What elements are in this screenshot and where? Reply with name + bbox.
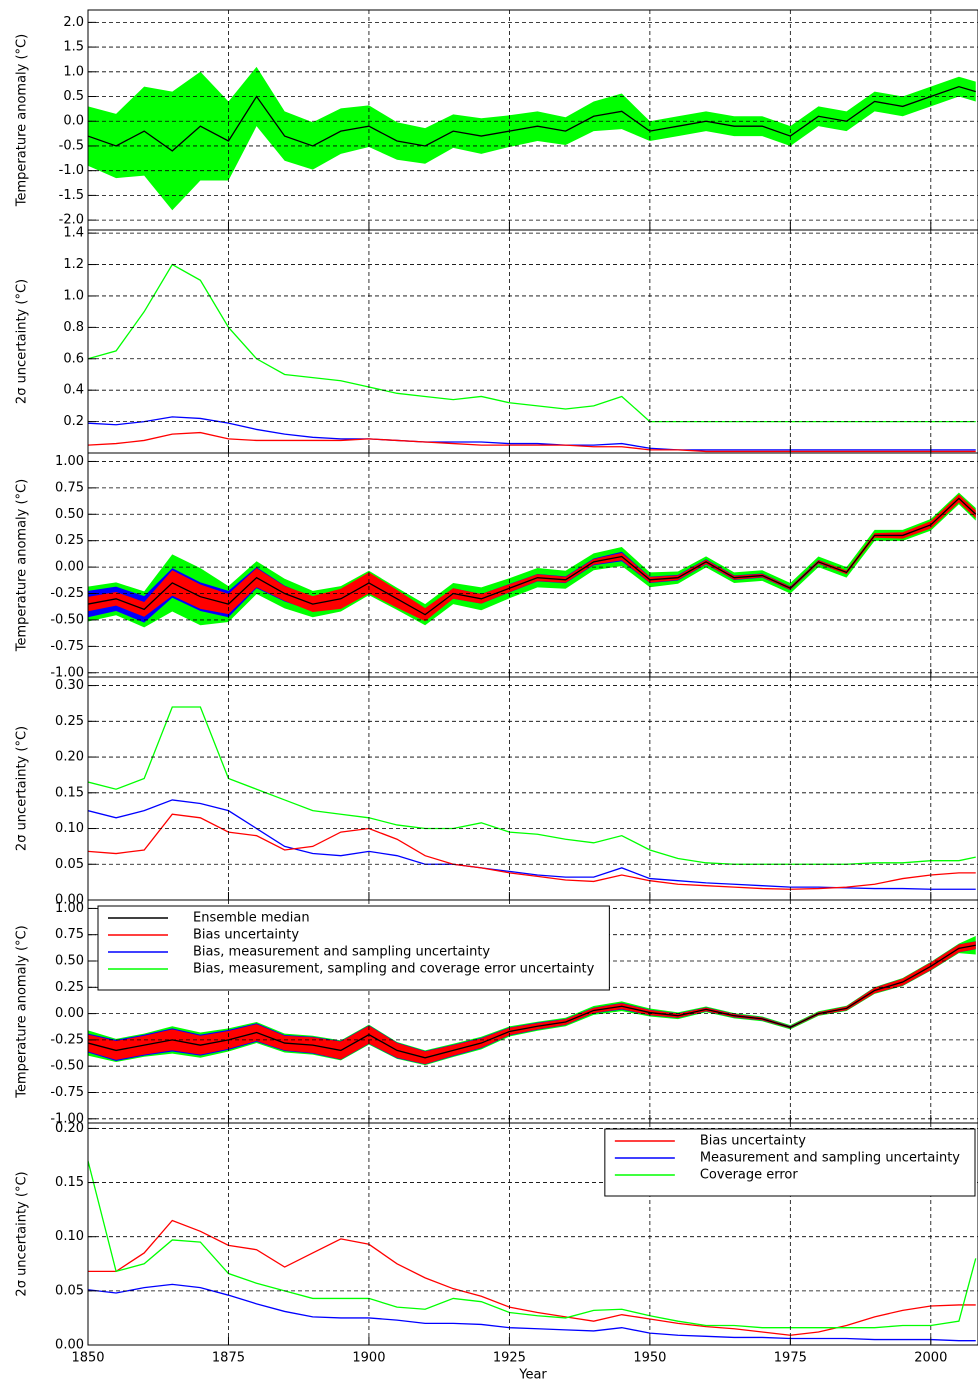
y-tick-label: -1.00: [50, 665, 84, 680]
y-tick-label: 1.00: [55, 454, 84, 469]
uncertainty-band: [88, 941, 976, 1065]
y-axis-label: Temperature anomaly (°C): [15, 479, 30, 652]
y-tick-label: 0.20: [55, 750, 84, 765]
y-tick-label: -0.75: [50, 1085, 84, 1100]
series-line: [88, 944, 976, 1059]
legend-label: Bias uncertainty: [700, 1134, 806, 1149]
axes-frame: [87, 229, 978, 454]
series-line: [88, 85, 976, 152]
y-tick-label: -1.0: [59, 163, 84, 178]
series-line: [88, 263, 976, 423]
series-line: [88, 706, 976, 865]
y-tick-label: 2.0: [63, 15, 84, 30]
y-tick-label: 0.0: [63, 114, 84, 129]
y-tick-label: 0.6: [63, 351, 84, 366]
x-tick-label: 1950: [633, 1351, 666, 1366]
plot-area: [88, 492, 977, 628]
y-tick-label: -0.5: [59, 138, 84, 153]
series-line: [88, 416, 976, 451]
y-tick-label: -1.5: [59, 188, 84, 203]
plot-area: [88, 1160, 977, 1342]
plot-area: [88, 263, 976, 453]
y-axis-label: 2σ uncertainty (°C): [15, 726, 30, 851]
axes-frame: [87, 676, 978, 901]
y-tick-label: 0.25: [55, 533, 84, 548]
x-tick-label: 1850: [71, 1351, 104, 1366]
series-line: [88, 497, 977, 616]
y-tick-label: -0.25: [50, 586, 84, 601]
legend-label: Measurement and sampling uncertainty: [700, 1151, 960, 1166]
uncertainty-band: [88, 935, 976, 1066]
y-axis-label: 2σ uncertainty (°C): [15, 279, 30, 404]
legend-box: [604, 1128, 976, 1197]
series-line: [88, 1283, 976, 1342]
y-tick-label: 1.0: [63, 64, 84, 79]
y-tick-label: 1.4: [63, 226, 84, 241]
legend-label: Bias uncertainty: [193, 928, 299, 943]
x-tick-label: 1900: [352, 1351, 385, 1366]
y-tick-label: 0.8: [63, 320, 84, 335]
y-tick-label: 1.5: [63, 40, 84, 55]
y-axis-label: 2σ uncertainty (°C): [15, 1171, 30, 1296]
legend-box: [97, 905, 610, 991]
y-tick-label: 0.00: [55, 893, 84, 908]
y-tick-label: 0.00: [55, 1006, 84, 1021]
series-line: [88, 1219, 976, 1336]
x-tick-label: 1975: [774, 1351, 807, 1366]
y-tick-label: 0.00: [55, 1338, 84, 1353]
y-tick-label: 0.25: [55, 980, 84, 995]
y-tick-label: -2.0: [59, 213, 84, 228]
y-tick-label: 0.05: [55, 1283, 84, 1298]
series-line: [88, 813, 976, 890]
x-tick-label: 1925: [493, 1351, 526, 1366]
y-tick-label: 0.05: [55, 857, 84, 872]
plot-area: [88, 66, 976, 211]
y-tick-label: 0.10: [55, 821, 84, 836]
y-tick-label: 1.2: [63, 257, 84, 272]
y-tick-label: 0.15: [55, 1175, 84, 1190]
y-tick-label: 0.00: [55, 560, 84, 575]
y-tick-label: 0.10: [55, 1229, 84, 1244]
y-tick-label: -1.00: [50, 1111, 84, 1126]
uncertainty-band: [88, 492, 976, 628]
y-tick-label: 0.15: [55, 785, 84, 800]
axes-frame: [87, 452, 978, 678]
legend-label: Bias, measurement, sampling and coverage…: [193, 962, 595, 977]
legend-label: Ensemble median: [193, 911, 310, 926]
y-tick-label: 0.2: [63, 414, 84, 429]
y-tick-label: 0.50: [55, 954, 84, 969]
uncertainty-band: [88, 66, 976, 211]
x-tick-label: 2000: [914, 1351, 947, 1366]
plot-area: [88, 935, 976, 1066]
x-axis-label: Year: [518, 1368, 547, 1383]
y-tick-label: 0.4: [63, 383, 84, 398]
y-tick-label: 0.30: [55, 678, 84, 693]
legend: Bias uncertainty Measurement and sampling…: [604, 1128, 976, 1197]
y-tick-label: -0.50: [50, 612, 84, 627]
y-axis-label: Temperature anomaly (°C): [15, 925, 30, 1098]
y-tick-label: -0.75: [50, 639, 84, 654]
y-tick-label: 1.00: [55, 901, 84, 916]
y-tick-label: -0.25: [50, 1032, 84, 1047]
legend: Ensemble median Bias uncertainty Bias, mea…: [97, 905, 610, 991]
y-tick-label: 0.5: [63, 89, 84, 104]
y-tick-label: 0.75: [55, 480, 84, 495]
y-axis-label: Temperature anomaly (°C): [15, 34, 30, 207]
series-line: [88, 1160, 977, 1329]
y-tick-label: 1.0: [63, 288, 84, 303]
y-tick-label: 0.75: [55, 927, 84, 942]
legend-label: Bias, measurement and sampling uncertain…: [193, 945, 490, 960]
y-tick-label: 0.25: [55, 714, 84, 729]
y-tick-label: -0.50: [50, 1059, 84, 1074]
plot-area: [88, 706, 976, 890]
legend-label: Coverage error: [700, 1168, 799, 1183]
y-tick-label: 0.50: [55, 507, 84, 522]
series-line: [88, 431, 976, 453]
axes-frame: [87, 1122, 978, 1346]
y-tick-label: 0.20: [55, 1121, 84, 1136]
x-tick-label: 1875: [212, 1351, 245, 1366]
